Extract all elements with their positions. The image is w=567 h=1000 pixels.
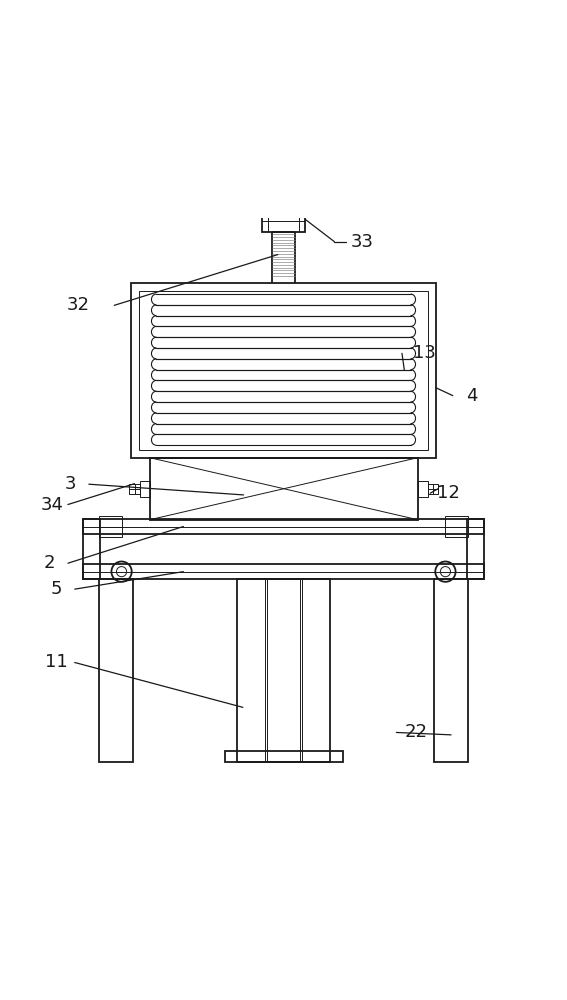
Text: 2: 2 <box>44 554 55 572</box>
Bar <box>150 458 418 520</box>
Bar <box>262 211 305 232</box>
Bar <box>129 484 139 494</box>
Bar <box>467 519 484 579</box>
Bar <box>139 291 428 450</box>
Bar <box>267 579 300 762</box>
Bar <box>237 579 331 762</box>
Bar <box>83 564 484 579</box>
Bar <box>446 516 468 537</box>
Bar <box>225 751 342 762</box>
Text: 34: 34 <box>41 496 64 514</box>
Bar <box>99 579 133 762</box>
Bar <box>99 516 121 537</box>
Bar <box>418 481 428 497</box>
Bar <box>131 283 436 458</box>
Text: 4: 4 <box>466 387 477 405</box>
Text: 5: 5 <box>50 580 62 598</box>
Bar <box>428 484 438 494</box>
Bar <box>139 481 150 497</box>
Text: 12: 12 <box>437 484 460 502</box>
Text: 33: 33 <box>351 233 374 251</box>
Text: 3: 3 <box>65 475 76 493</box>
Text: 13: 13 <box>413 344 436 362</box>
Text: 11: 11 <box>45 653 67 671</box>
Text: 32: 32 <box>67 296 90 314</box>
Text: 22: 22 <box>405 723 428 741</box>
Bar <box>434 579 468 762</box>
Bar <box>83 519 484 534</box>
Bar <box>83 519 100 579</box>
